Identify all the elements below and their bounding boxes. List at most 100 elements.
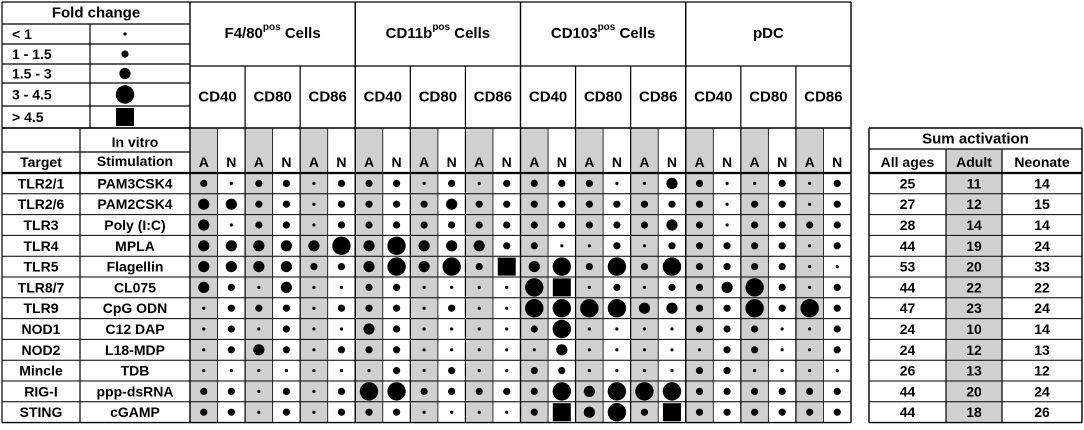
fold-marker (282, 346, 290, 354)
cell-group-name: CD103 (551, 25, 598, 42)
age-label: N (226, 154, 236, 170)
fold-marker (422, 327, 426, 331)
marker-header-cd80: CD80 (253, 89, 291, 106)
fold-marker (280, 281, 292, 293)
row-target: TLR9 (24, 300, 59, 316)
fold-marker (800, 299, 819, 318)
fold-marker (477, 285, 481, 289)
fold-marker (392, 346, 401, 354)
fold-marker (613, 242, 621, 250)
fold-marker (587, 369, 591, 373)
fold-marker (337, 179, 346, 187)
fold-marker (695, 325, 704, 333)
cell-group-name: CD11b (386, 25, 433, 42)
fold-marker (312, 369, 316, 373)
fold-marker (477, 369, 481, 373)
adult-column-shade (190, 128, 218, 423)
sum-value: 24 (1034, 383, 1050, 399)
cell-group-sup: pos (263, 22, 281, 33)
fold-marker (662, 403, 681, 422)
sum-value: 47 (900, 300, 916, 316)
fold-marker (227, 387, 235, 395)
fold-marker (475, 263, 483, 271)
sum-value: 13 (966, 363, 982, 379)
target-header: Target (20, 154, 62, 170)
fold-marker (808, 369, 812, 373)
fold-marker (255, 304, 263, 312)
fold-marker (635, 382, 654, 401)
marker-header-cd80: CD80 (749, 89, 787, 106)
fold-marker (725, 223, 729, 227)
fold-marker (312, 389, 316, 393)
marker-header-cd80: CD80 (584, 89, 622, 106)
fold-marker (332, 236, 351, 255)
fold-marker (229, 369, 233, 373)
fold-marker (808, 244, 812, 248)
fold-marker (200, 179, 208, 187)
fold-marker (312, 348, 316, 352)
fold-marker (450, 348, 454, 352)
fold-marker (668, 200, 676, 208)
fold-marker (257, 389, 261, 393)
sum-value: 14 (1034, 321, 1050, 337)
age-label: N (777, 154, 787, 170)
fold-marker (745, 299, 764, 318)
cell-group-suffix: Cells (615, 25, 655, 42)
fold-marker (833, 283, 841, 291)
row-target: TLR2/6 (18, 196, 65, 212)
fold-marker (613, 283, 621, 291)
fold-marker (477, 327, 481, 331)
fold-marker (255, 200, 263, 208)
text-layer: Fold change < 1 1 - 1.5 1.5 - 3 3 - 4.5 > 4.5… (12, 5, 1070, 421)
fold-marker (695, 387, 704, 395)
fold-marker (580, 299, 599, 318)
fold-marker (695, 283, 704, 291)
fold-marker (446, 198, 458, 210)
fold-marker (558, 200, 566, 208)
fold-marker (422, 285, 426, 289)
sum-value: 13 (1034, 342, 1050, 358)
fold-marker (227, 283, 235, 291)
fold-marker (615, 348, 619, 352)
fold-marker (668, 283, 676, 291)
row-target: NOD1 (22, 321, 61, 337)
fold-marker (552, 382, 572, 401)
fold-marker (392, 200, 401, 208)
fold-marker (312, 410, 316, 414)
fold-marker (255, 179, 263, 187)
fold-marker (662, 257, 682, 276)
fold-marker (365, 304, 373, 312)
fold-marker (198, 219, 210, 231)
fold-marker (312, 223, 316, 227)
fold-marker (503, 179, 511, 187)
fold-marker (751, 242, 759, 250)
fold-marker (477, 348, 481, 352)
fold-marker (477, 410, 481, 414)
fold-marker (225, 198, 237, 210)
marker-header-cd40: CD40 (198, 89, 236, 106)
fold-marker (339, 369, 344, 373)
age-label: A (309, 154, 319, 170)
fold-marker (587, 285, 591, 289)
sum-value: 23 (966, 300, 982, 316)
fold-marker (387, 257, 406, 276)
sum-header-0: All ages (881, 154, 935, 170)
fold-marker (585, 200, 593, 208)
fold-marker (530, 325, 538, 333)
fold-marker (778, 387, 786, 395)
fold-markers (115, 32, 841, 422)
fold-marker (552, 257, 572, 276)
fold-marker (751, 325, 759, 333)
fold-marker (225, 240, 237, 252)
sum-value: 24 (900, 321, 916, 337)
marker-header-cd86: CD86 (309, 89, 347, 106)
legend-label: < 1 (12, 26, 32, 42)
fold-marker (723, 387, 731, 395)
fold-marker (503, 200, 511, 208)
fold-marker (833, 408, 841, 416)
adult-sum-shade (946, 149, 1002, 423)
legend-label: 1 - 1.5 (12, 46, 52, 62)
age-label: N (557, 154, 567, 170)
sum-header-1: Adult (956, 154, 992, 170)
sum-value: 19 (966, 238, 982, 254)
